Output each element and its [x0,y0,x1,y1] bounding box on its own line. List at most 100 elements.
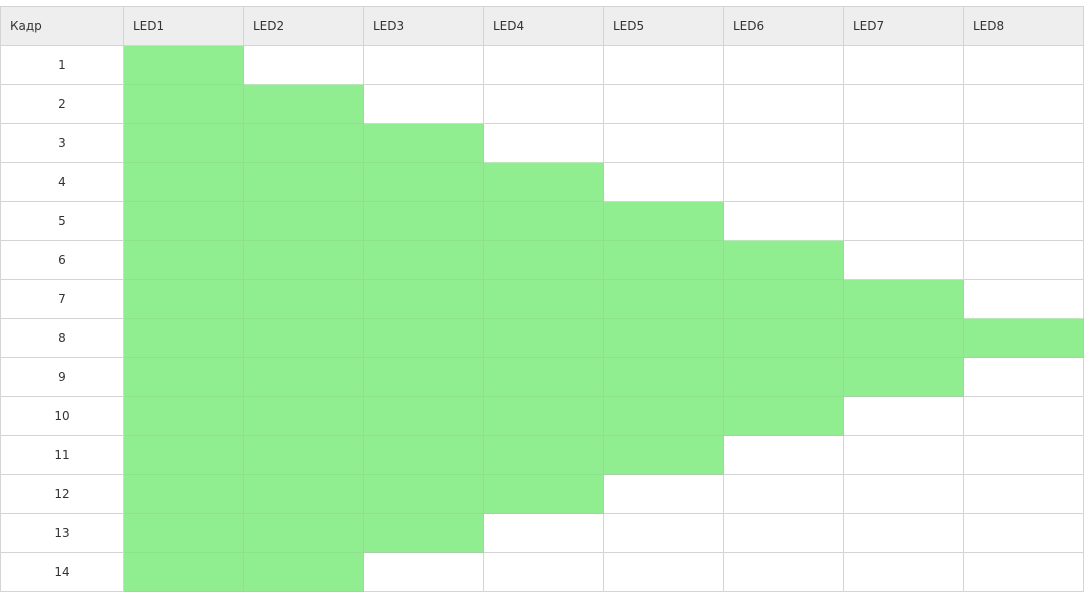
led-cell-led1-on[interactable] [123,279,244,319]
led-cell-led4-on[interactable] [483,474,604,514]
led-cell-led7-off[interactable] [843,45,964,85]
led-cell-led7-on[interactable] [843,318,964,358]
led-cell-led5-off[interactable] [603,84,724,124]
led-cell-led2-on[interactable] [243,552,364,592]
led-cell-led6-off[interactable] [723,123,844,163]
led-cell-led6-off[interactable] [723,45,844,85]
led-cell-led5-on[interactable] [603,318,724,358]
led-cell-led2-on[interactable] [243,513,364,553]
led-cell-led1-on[interactable] [123,435,244,475]
led-cell-led2-on[interactable] [243,435,364,475]
led-cell-led3-on[interactable] [363,162,484,202]
led-cell-led8-on[interactable] [963,318,1084,358]
led-cell-led7-off[interactable] [843,513,964,553]
led-cell-led5-off[interactable] [603,123,724,163]
led-cell-led7-off[interactable] [843,162,964,202]
led-cell-led5-off[interactable] [603,45,724,85]
led-cell-led2-on[interactable] [243,162,364,202]
led-cell-led3-on[interactable] [363,240,484,280]
led-cell-led3-on[interactable] [363,201,484,241]
led-cell-led2-on[interactable] [243,84,364,124]
led-cell-led7-on[interactable] [843,357,964,397]
led-cell-led2-off[interactable] [243,45,364,85]
led-cell-led3-on[interactable] [363,396,484,436]
led-cell-led7-off[interactable] [843,396,964,436]
led-cell-led3-on[interactable] [363,435,484,475]
led-cell-led7-off[interactable] [843,240,964,280]
led-cell-led5-off[interactable] [603,474,724,514]
led-cell-led7-off[interactable] [843,435,964,475]
led-cell-led5-on[interactable] [603,201,724,241]
led-cell-led8-off[interactable] [963,240,1084,280]
led-cell-led1-on[interactable] [123,357,244,397]
led-cell-led4-off[interactable] [483,552,604,592]
led-cell-led7-off[interactable] [843,552,964,592]
led-cell-led4-off[interactable] [483,123,604,163]
led-cell-led6-off[interactable] [723,162,844,202]
led-cell-led6-on[interactable] [723,279,844,319]
led-cell-led6-on[interactable] [723,318,844,358]
led-cell-led1-on[interactable] [123,318,244,358]
led-cell-led4-on[interactable] [483,435,604,475]
led-cell-led8-off[interactable] [963,201,1084,241]
led-cell-led1-on[interactable] [123,474,244,514]
led-cell-led8-off[interactable] [963,279,1084,319]
led-cell-led3-on[interactable] [363,357,484,397]
led-cell-led5-on[interactable] [603,396,724,436]
led-cell-led2-on[interactable] [243,240,364,280]
led-cell-led1-on[interactable] [123,84,244,124]
led-cell-led7-off[interactable] [843,123,964,163]
led-cell-led2-on[interactable] [243,357,364,397]
led-cell-led6-off[interactable] [723,552,844,592]
led-cell-led6-on[interactable] [723,357,844,397]
led-cell-led8-off[interactable] [963,357,1084,397]
led-cell-led8-off[interactable] [963,45,1084,85]
led-cell-led4-off[interactable] [483,84,604,124]
led-cell-led5-on[interactable] [603,435,724,475]
led-cell-led1-on[interactable] [123,552,244,592]
led-cell-led7-off[interactable] [843,474,964,514]
led-cell-led4-off[interactable] [483,45,604,85]
led-cell-led4-on[interactable] [483,240,604,280]
led-cell-led8-off[interactable] [963,123,1084,163]
led-cell-led3-on[interactable] [363,123,484,163]
led-cell-led3-off[interactable] [363,84,484,124]
led-cell-led8-off[interactable] [963,474,1084,514]
led-cell-led2-on[interactable] [243,318,364,358]
led-cell-led5-off[interactable] [603,552,724,592]
led-cell-led4-on[interactable] [483,357,604,397]
led-cell-led5-off[interactable] [603,513,724,553]
led-cell-led4-on[interactable] [483,162,604,202]
led-cell-led5-on[interactable] [603,357,724,397]
led-cell-led2-on[interactable] [243,474,364,514]
led-cell-led1-on[interactable] [123,240,244,280]
led-cell-led1-on[interactable] [123,201,244,241]
led-cell-led6-off[interactable] [723,513,844,553]
led-cell-led2-on[interactable] [243,396,364,436]
led-cell-led1-on[interactable] [123,123,244,163]
led-cell-led6-off[interactable] [723,84,844,124]
led-cell-led1-on[interactable] [123,45,244,85]
led-cell-led6-on[interactable] [723,240,844,280]
led-cell-led7-off[interactable] [843,201,964,241]
led-cell-led2-on[interactable] [243,123,364,163]
led-cell-led4-on[interactable] [483,279,604,319]
led-cell-led4-on[interactable] [483,201,604,241]
led-cell-led3-off[interactable] [363,552,484,592]
led-cell-led2-on[interactable] [243,201,364,241]
led-cell-led8-off[interactable] [963,513,1084,553]
led-cell-led7-on[interactable] [843,279,964,319]
led-cell-led6-on[interactable] [723,396,844,436]
led-cell-led3-off[interactable] [363,45,484,85]
led-cell-led8-off[interactable] [963,552,1084,592]
led-cell-led6-off[interactable] [723,474,844,514]
led-cell-led4-on[interactable] [483,318,604,358]
led-cell-led6-off[interactable] [723,435,844,475]
led-cell-led8-off[interactable] [963,396,1084,436]
led-cell-led1-on[interactable] [123,513,244,553]
led-cell-led1-on[interactable] [123,396,244,436]
led-cell-led3-on[interactable] [363,318,484,358]
led-cell-led8-off[interactable] [963,162,1084,202]
led-cell-led4-off[interactable] [483,513,604,553]
led-cell-led5-on[interactable] [603,240,724,280]
